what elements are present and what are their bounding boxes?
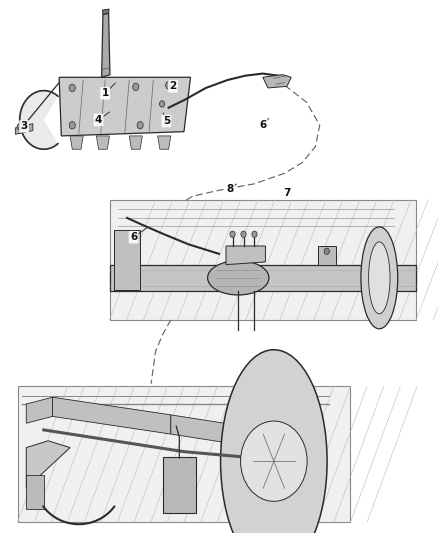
Polygon shape	[129, 136, 142, 149]
Text: 5: 5	[163, 116, 170, 126]
Text: 6: 6	[130, 232, 137, 242]
FancyBboxPatch shape	[18, 386, 350, 522]
Ellipse shape	[208, 261, 269, 295]
Polygon shape	[102, 13, 110, 77]
Circle shape	[252, 231, 257, 237]
Circle shape	[170, 82, 176, 88]
Polygon shape	[20, 91, 58, 149]
Polygon shape	[263, 75, 291, 88]
Circle shape	[166, 82, 172, 89]
Polygon shape	[318, 246, 336, 264]
Circle shape	[17, 124, 22, 130]
Circle shape	[69, 84, 75, 92]
FancyBboxPatch shape	[110, 200, 416, 320]
Polygon shape	[114, 230, 140, 290]
Text: 7: 7	[283, 189, 290, 198]
Text: 2: 2	[170, 82, 177, 91]
Ellipse shape	[368, 242, 390, 314]
Ellipse shape	[221, 350, 327, 533]
Polygon shape	[96, 136, 110, 149]
Circle shape	[230, 231, 235, 237]
Polygon shape	[26, 475, 44, 508]
Polygon shape	[53, 397, 171, 434]
Polygon shape	[15, 124, 33, 134]
Circle shape	[69, 122, 75, 129]
Text: 4: 4	[95, 115, 102, 125]
Polygon shape	[102, 9, 109, 14]
Ellipse shape	[361, 227, 398, 329]
Circle shape	[133, 83, 139, 91]
Polygon shape	[59, 77, 191, 136]
Polygon shape	[70, 136, 83, 149]
Polygon shape	[158, 136, 171, 149]
Polygon shape	[26, 397, 53, 423]
Text: 1: 1	[102, 88, 109, 98]
Ellipse shape	[240, 421, 307, 502]
FancyBboxPatch shape	[110, 264, 416, 291]
Circle shape	[159, 101, 165, 107]
Polygon shape	[171, 415, 258, 448]
Polygon shape	[226, 246, 265, 264]
Polygon shape	[26, 441, 70, 488]
Circle shape	[324, 248, 329, 254]
Text: 3: 3	[21, 122, 28, 131]
Text: 6: 6	[259, 120, 266, 130]
Text: 8: 8	[226, 184, 233, 194]
FancyBboxPatch shape	[162, 457, 196, 513]
Circle shape	[241, 231, 246, 237]
Circle shape	[137, 122, 143, 129]
